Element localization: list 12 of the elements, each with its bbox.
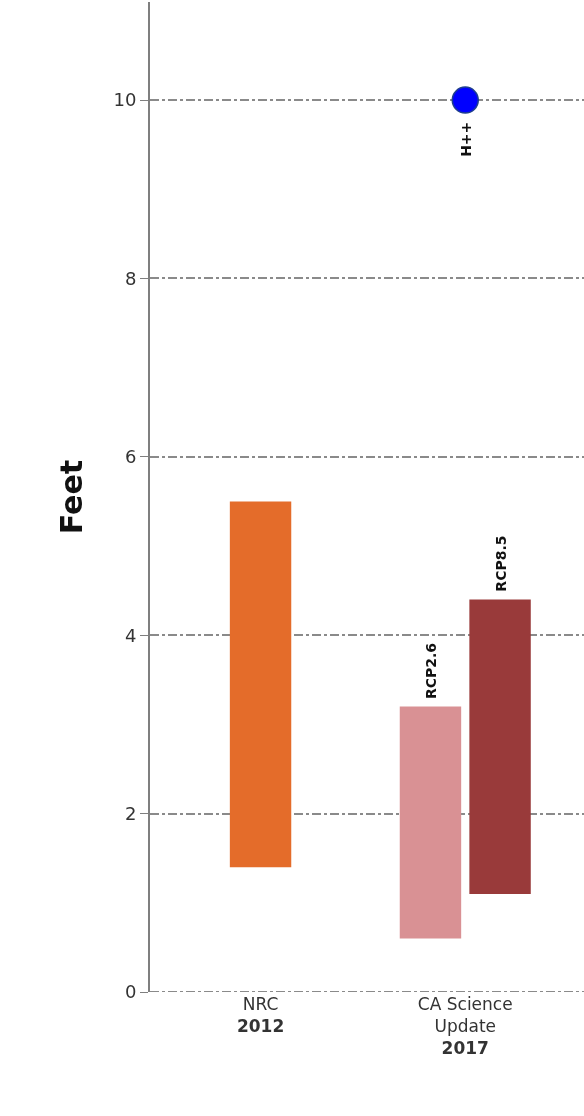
x-tick-label: CA Science Update 2017 [417, 994, 513, 1059]
y-tick-label: 4 [124, 624, 137, 646]
text: RCP8.5 [492, 535, 509, 592]
y-tick-label: 2 [124, 802, 137, 824]
y-tick-label: 8 [124, 267, 137, 289]
text: H++ [457, 121, 474, 157]
x-tick-label: NRC 2012 [236, 994, 285, 1037]
y-tick-label: 6 [124, 446, 137, 468]
y-axis-title: Feet [53, 459, 89, 535]
y-tick-label: 0 [124, 981, 137, 1003]
y-tick-label: 10 [113, 89, 137, 111]
text: RCP2.6 [422, 642, 439, 700]
